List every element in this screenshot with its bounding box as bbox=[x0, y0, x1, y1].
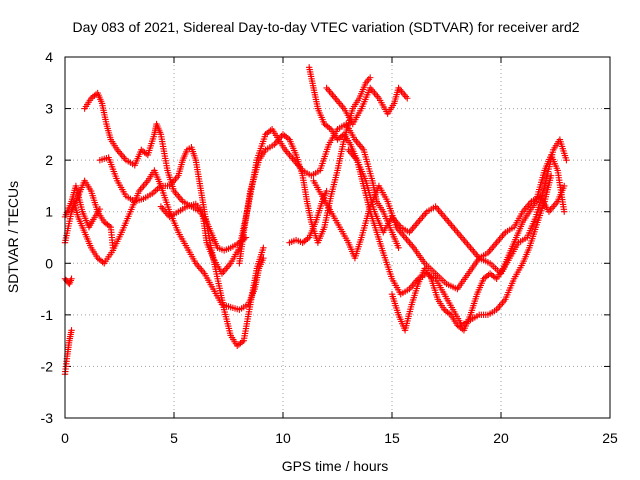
data-point bbox=[561, 182, 568, 190]
x-tick-label: 20 bbox=[493, 430, 509, 446]
x-tick-label: 0 bbox=[61, 430, 69, 446]
data-point bbox=[367, 74, 374, 81]
data-point bbox=[260, 254, 267, 262]
data-point bbox=[563, 156, 570, 164]
y-tick-label: 2 bbox=[45, 152, 53, 168]
data-point bbox=[260, 244, 267, 252]
data-point bbox=[561, 208, 568, 215]
y-axis-label: SDTVAR / TECUs bbox=[5, 181, 21, 293]
chart-title: Day 083 of 2021, Sidereal Day-to-day VTE… bbox=[72, 19, 579, 35]
x-tick-label: 15 bbox=[384, 430, 400, 446]
data-point bbox=[404, 95, 411, 102]
y-tick-label: -2 bbox=[41, 358, 54, 374]
data-point bbox=[96, 205, 104, 213]
plot-frame bbox=[64, 56, 611, 419]
x-axis-label: GPS time / hours bbox=[282, 458, 389, 474]
y-tick-label: 1 bbox=[45, 204, 53, 220]
data-point bbox=[395, 244, 402, 252]
x-tick-label: 5 bbox=[170, 430, 178, 446]
y-tick-label: -1 bbox=[41, 307, 54, 323]
x-tick-label: 25 bbox=[602, 430, 618, 446]
data-point bbox=[68, 327, 75, 334]
y-tick-label: -3 bbox=[41, 410, 54, 426]
x-tick-label: 10 bbox=[275, 430, 291, 446]
data-point bbox=[547, 172, 555, 179]
data-points bbox=[61, 64, 570, 378]
y-tick-label: 0 bbox=[45, 255, 53, 271]
y-tick-label: 4 bbox=[45, 49, 53, 65]
y-tick-label: 3 bbox=[45, 101, 53, 117]
grid bbox=[65, 57, 610, 418]
data-point bbox=[68, 275, 75, 282]
data-point bbox=[323, 187, 330, 195]
